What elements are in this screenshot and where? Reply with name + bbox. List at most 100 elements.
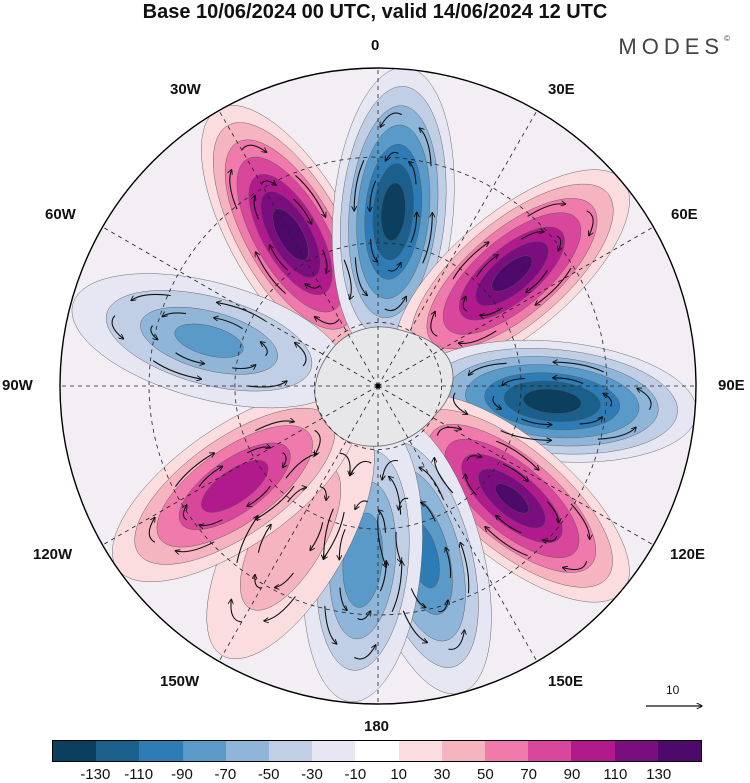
colorbar-swatch — [225, 741, 270, 761]
flow-arrow — [480, 307, 503, 322]
colorbar-tick-label: -90 — [171, 766, 193, 783]
flow-arrow — [485, 523, 528, 557]
lon-label-90w: 90W — [2, 377, 33, 394]
flow-arrow — [385, 151, 399, 162]
flow-arrow — [247, 196, 259, 220]
flow-arrow — [354, 160, 365, 212]
parallel-circle — [234, 242, 522, 530]
flow-arrow — [384, 295, 407, 312]
flow-arrow — [245, 485, 271, 507]
colorbar-tick-label: -70 — [214, 766, 237, 783]
colorbar-tick-label: -30 — [301, 766, 323, 783]
lon-label-0: 0 — [371, 37, 380, 54]
flow-arrow — [391, 561, 402, 612]
flow-arrow — [339, 529, 346, 560]
flow-arrow — [396, 497, 409, 510]
flow-arrow — [314, 307, 340, 325]
meridian-line — [218, 385, 379, 662]
flow-arrow — [556, 235, 565, 250]
colorbar-tick-label: -130 — [80, 766, 111, 783]
flow-arrow — [430, 311, 438, 337]
flow-arrow — [635, 388, 652, 411]
flow-arrow — [293, 198, 311, 225]
flow-arrow — [303, 429, 321, 456]
copyright-mark: © — [724, 34, 730, 43]
flow-arrow — [257, 342, 268, 357]
lon-label-120w: 120W — [33, 546, 73, 563]
flow-arrow — [410, 588, 426, 610]
meridian-line — [218, 110, 379, 387]
flow-arrow — [376, 510, 387, 533]
flow-arrow — [175, 352, 206, 364]
flow-arrow — [111, 315, 128, 339]
flow-arrow — [319, 512, 345, 559]
flow-arrow — [438, 600, 450, 613]
flow-arrow — [553, 362, 604, 373]
flow-arrow — [218, 170, 238, 210]
meridian-line — [377, 385, 538, 662]
meridian-line — [102, 226, 379, 387]
meridian-line — [102, 385, 379, 546]
colorbar-swatch — [528, 741, 572, 761]
flow-arrow — [213, 317, 243, 330]
flow-arrow — [150, 325, 161, 339]
anomaly-contour — [380, 182, 406, 241]
flow-arrow — [246, 440, 270, 454]
colorbar-swatch — [312, 741, 356, 761]
modes-logo-text: MODES — [618, 34, 725, 59]
colorbar-swatch — [398, 741, 442, 761]
flow-arrow — [199, 519, 223, 532]
colorbar-swatch — [182, 741, 226, 761]
colorbar-swatch — [614, 741, 658, 761]
flow-arrow — [378, 459, 399, 480]
flow-arrow — [339, 587, 349, 611]
flow-arrow — [452, 242, 492, 280]
colorbar — [52, 740, 702, 762]
colorbar-swatch — [441, 741, 486, 761]
modes-logo: MODES© — [618, 34, 730, 60]
flow-arrow — [422, 212, 433, 264]
flow-arrow — [289, 343, 307, 367]
flow-arrow — [410, 212, 417, 243]
lon-label-150w: 150W — [160, 673, 200, 690]
flow-arrow — [354, 257, 370, 295]
flow-arrow — [175, 541, 215, 564]
flow-arrow — [521, 225, 544, 240]
flow-arrow — [215, 302, 266, 322]
flow-arrow — [452, 392, 469, 415]
flow-arrow — [250, 575, 262, 589]
flow-arrow — [198, 466, 224, 487]
anomaly-contour — [495, 483, 529, 514]
colorbar-tick-label: 50 — [476, 766, 494, 783]
lon-label-30e: 30E — [548, 81, 575, 98]
map-title: Base 10/06/2024 00 UTC, valid 14/06/2024… — [142, 1, 608, 23]
flow-arrow — [492, 395, 502, 409]
flow-arrow — [579, 415, 603, 425]
flow-arrow — [260, 177, 276, 191]
colorbar-tick-label: 30 — [433, 766, 451, 783]
meridian-line — [377, 110, 538, 387]
flow-arrow — [407, 162, 417, 185]
flow-arrow — [496, 513, 522, 534]
flow-arrow — [476, 254, 500, 278]
flow-arrow — [276, 452, 291, 467]
flow-arrow — [322, 249, 334, 274]
flow-arrow — [455, 542, 470, 594]
flow-arrow — [500, 430, 552, 441]
flow-arrow — [339, 452, 357, 476]
flow-arrow — [448, 630, 469, 650]
flow-arrow — [597, 424, 636, 440]
flow-arrow — [425, 458, 454, 494]
flow-arrow — [257, 524, 273, 553]
colorbar-tick-label: -10 — [344, 766, 367, 783]
flow-arrow — [496, 440, 539, 474]
lon-label-180: 180 — [364, 718, 390, 735]
flow-arrow — [419, 463, 444, 500]
flow-arrow — [174, 452, 217, 487]
meridian-line — [377, 226, 654, 387]
map-border — [59, 67, 697, 705]
flow-arrow — [353, 643, 376, 660]
flow-arrow — [247, 371, 287, 388]
flow-arrow — [380, 112, 403, 129]
flow-arrow — [369, 239, 380, 262]
